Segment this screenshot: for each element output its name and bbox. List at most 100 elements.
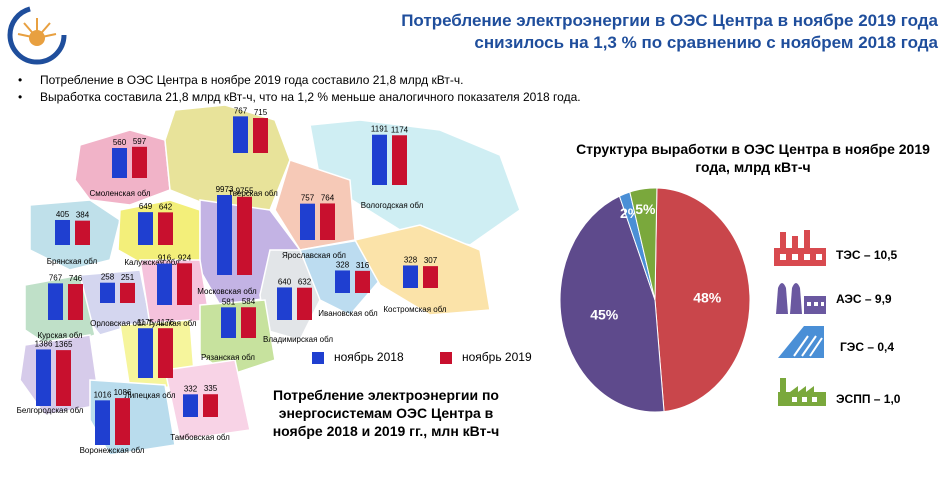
bar-2019: [115, 398, 130, 445]
pie-pct-label: 5%: [635, 201, 656, 217]
ges-plant-icon: [778, 326, 824, 358]
bar-value-label-2018: 916: [158, 254, 172, 263]
page-title-line2: снизилось на 1,3 % по сравнению с ноябре…: [474, 33, 938, 52]
bar-value-label-2019: 1086: [114, 388, 132, 397]
bar-value-label-2019: 1176: [157, 318, 175, 327]
bar-value-label-2019: 584: [242, 297, 256, 306]
region-label: Курская обл: [37, 331, 82, 340]
region-label: Липецкая обл: [124, 391, 175, 400]
bullet-text: Потребление в ОЭС Центра в ноябре 2019 г…: [40, 73, 464, 87]
region-label: Орловская обл: [90, 319, 146, 328]
bar-2018: [335, 270, 350, 293]
bar-2019: [320, 203, 335, 240]
pie-legend-ges: ГЭС – 0,4: [840, 340, 895, 354]
bar-2019: [241, 307, 256, 338]
legend-label-2018: ноябрь 2018: [334, 350, 404, 364]
bar-2018: [36, 349, 51, 406]
bar-value-label-2018: 1175: [137, 318, 155, 327]
pie-legend-tes: ТЭС – 10,5: [836, 248, 898, 262]
bar-value-label-2019: 764: [321, 193, 335, 202]
bar-value-label-2018: 1386: [35, 339, 53, 348]
bar-2018: [403, 265, 418, 288]
bar-2019: [158, 212, 173, 245]
bar-value-label-2018: 332: [184, 384, 198, 393]
bar-2018: [95, 400, 110, 445]
legend-2019: ноябрь 2019: [440, 350, 532, 364]
bar-value-label-2018: 1016: [94, 390, 112, 399]
region-label: Ярославская обл: [282, 251, 346, 260]
page-title-line1: Потребление электроэнергии в ОЭС Центра …: [401, 11, 938, 30]
map-chart-title: Потребление электроэнергии по энергосист…: [272, 387, 500, 439]
bar-value-label-2018: 767: [49, 273, 63, 282]
bar-value-label-2018: 649: [139, 202, 153, 211]
bar-value-label-2018: 328: [404, 255, 418, 264]
bar-value-label-2019: 316: [356, 261, 370, 270]
aes-plant-icon: [776, 283, 826, 314]
bar-2018: [157, 263, 172, 305]
pie-pct-label: 45%: [590, 307, 619, 323]
bar-2019: [120, 282, 135, 303]
bar-value-label-2019: 384: [76, 211, 90, 220]
bar-2018: [277, 287, 292, 320]
bar-value-label-2019: 307: [424, 256, 438, 265]
region-label: Тамбовская обл: [170, 433, 230, 442]
region-label: Владимирская обл: [263, 335, 333, 344]
bar-value-label-2019: 632: [298, 278, 312, 287]
bar-value-label-2019: 597: [133, 137, 147, 146]
bar-value-label-2019: 251: [121, 273, 135, 282]
bar-value-label-2018: 405: [56, 210, 70, 219]
bar-2019: [177, 263, 192, 305]
pie-slice-2: [559, 195, 665, 413]
bar-2018: [300, 203, 315, 240]
bullet-item: • Выработка составила 21,8 млрд кВт-ч, чт…: [18, 90, 581, 104]
bar-value-label-2018: 581: [222, 297, 236, 306]
pie-slice-1: [654, 187, 751, 413]
bar-2018: [138, 328, 153, 378]
bar-marks: 560 597 Смоленская обл 767 715 Тверская обл 11…: [17, 106, 447, 455]
region-label: Рязанская обл: [201, 353, 255, 362]
pie-slice-4: [629, 187, 658, 301]
bar-2019: [423, 266, 438, 288]
bar-value-label-2018: 767: [234, 106, 248, 115]
bar-value-label-2018: 328: [336, 260, 350, 269]
map-region: [89, 379, 176, 456]
bar-value-label-2018: 1191: [371, 125, 389, 134]
legend-2018: ноябрь 2018: [312, 350, 404, 364]
company-logo: [7, 5, 67, 65]
map-region: [353, 224, 491, 316]
bar-value-label-2019: 1174: [391, 125, 409, 134]
region-label: Тульская обл: [147, 319, 196, 328]
map-region: [199, 299, 276, 376]
bar-value-label-2019: 715: [254, 108, 268, 117]
bar-value-label-2018: 9973: [216, 185, 234, 194]
bar-2019: [355, 270, 370, 293]
pie-legend-espp: ЭСПП – 1,0: [836, 392, 901, 406]
bar-2019: [297, 287, 312, 320]
bar-2019: [132, 146, 147, 178]
pie-chart-title: Структура выработки в ОЭС Центра в ноябр…: [576, 141, 930, 175]
tes-plant-icon: [774, 230, 826, 266]
bar-value-label-2019: 924: [178, 253, 192, 262]
region-label: Воронежская обл: [80, 446, 145, 455]
bar-2019: [75, 220, 90, 245]
region-label: Московская обл: [197, 287, 257, 296]
bar-2018: [221, 307, 236, 338]
bar-2019: [203, 394, 218, 417]
region-label: Ивановская обл: [318, 309, 378, 318]
bullet-item: • Потребление в ОЭС Центра в ноябре 2019 …: [18, 73, 464, 87]
region-label: Брянская обл: [47, 257, 98, 266]
bar-2019: [392, 135, 407, 185]
bar-2018: [183, 394, 198, 417]
bar-value-label-2019: 642: [159, 202, 173, 211]
region-label: Тверская обл: [228, 189, 278, 198]
bar-2019: [158, 328, 173, 378]
bar-value-label-2018: 258: [101, 273, 115, 282]
bar-2018: [233, 116, 248, 153]
bar-value-label-2019: 9755: [236, 187, 254, 196]
bullet-text: Выработка составила 21,8 млрд кВт-ч, что…: [40, 90, 581, 104]
pie-legend-aes: АЭС – 9,9: [836, 292, 892, 306]
legend-swatch-2018: [312, 351, 324, 364]
region-label: Костромская обл: [383, 305, 447, 314]
bullet-list: • Потребление в ОЭС Центра в ноябре 2019 …: [18, 72, 581, 106]
bar-2019: [56, 350, 71, 406]
